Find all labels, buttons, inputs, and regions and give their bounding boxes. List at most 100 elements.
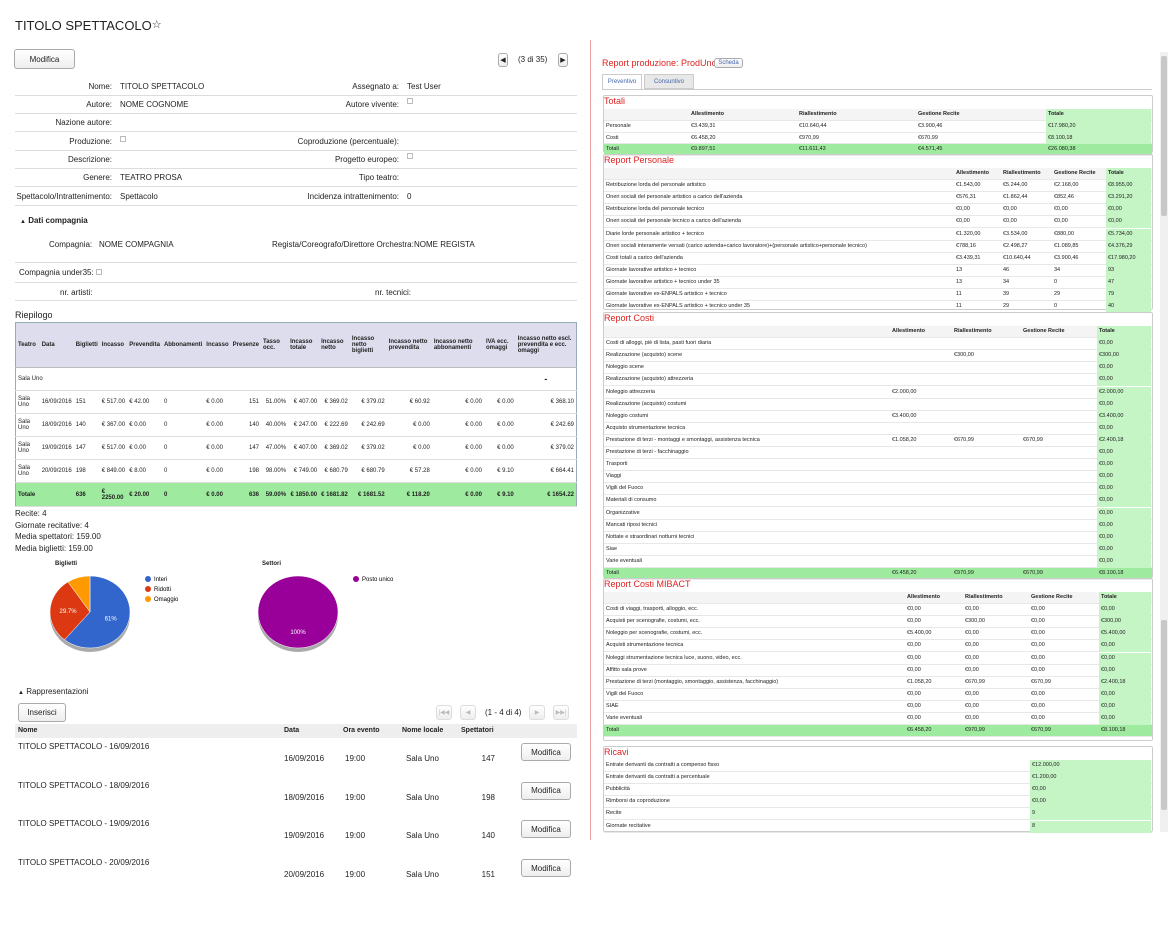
scrollbar-thumb[interactable] (1161, 56, 1167, 216)
table-cell: €0,00 (1031, 702, 1045, 709)
table-cell: 98.00% (261, 459, 289, 483)
group-row: Sala Uno - (15, 367, 577, 391)
modifica-button[interactable]: Modifica (14, 49, 75, 69)
table-cell: €10.640,44 (799, 122, 827, 129)
total-cell: € 0.00 (431, 482, 484, 507)
table-row (604, 520, 1152, 532)
rappr-locale: Sala Uno (406, 870, 439, 880)
tab-consuntivo[interactable]: Consuntivo (644, 74, 694, 89)
table-cell: Oneri sociali interamente versati (caric… (606, 242, 867, 249)
table-cell: 0 (1054, 303, 1058, 310)
legend-label[interactable]: Omaggio (154, 597, 179, 603)
tab-preventivo[interactable]: Preventivo (602, 74, 642, 89)
total-row (604, 568, 1152, 581)
col-header: Riallestimento (954, 328, 992, 334)
total-cell-bg (1099, 616, 1151, 629)
tecnici-label: nr. tecnici: (375, 288, 412, 297)
table-cell: Sala Uno (15, 390, 40, 414)
stat-line: Recite: 4 (15, 509, 47, 518)
table-row (604, 604, 1152, 617)
last-page-button[interactable]: ▶▶| (553, 705, 569, 720)
prev-page-button[interactable]: ◀ (460, 705, 476, 720)
table-cell: 79 (1108, 291, 1115, 297)
table-cell: €5.734,00 (1108, 230, 1133, 237)
under35-checkbox[interactable] (95, 269, 102, 275)
table-cell: €0,00 (1031, 606, 1045, 613)
legend-label[interactable]: Interi (154, 577, 167, 583)
prev-record-button[interactable]: ◀ (498, 53, 508, 67)
pie-slice[interactable] (64, 575, 131, 649)
table-cell: 93 (1108, 266, 1115, 273)
pie-label: 61% (105, 617, 118, 623)
rappr-modifica-button[interactable]: Modifica (521, 743, 571, 761)
ricavi-section (603, 746, 1153, 832)
pie-slice[interactable] (50, 581, 91, 641)
total-cell-bg (1030, 760, 1151, 773)
table-cell: €2.400,18 (1101, 678, 1126, 685)
table-row (604, 399, 1152, 411)
legend-label[interactable]: Ridotti (154, 587, 171, 593)
col-header: Incasso totale (288, 322, 320, 368)
pie-slice[interactable] (67, 575, 91, 613)
table-cell: Noleggio scene (606, 364, 644, 371)
table-row (604, 192, 1152, 205)
table-cell: Realizzazione (acquisto) costumi (606, 400, 687, 407)
table-cell: € 0.00 (431, 413, 484, 437)
table-cell: Personale (606, 122, 631, 129)
inserisci-button[interactable]: Inserisci (18, 703, 66, 722)
pie-slice[interactable] (258, 575, 339, 649)
table-cell: 140 (230, 413, 261, 437)
table-cell: €0,00 (1031, 715, 1045, 721)
dati-compagnia-title: Dati compagnia (28, 216, 88, 225)
table-cell: 19/09/2016 (39, 436, 74, 460)
table-cell: €4.571,45 (918, 146, 943, 153)
col-header: Riallestimento (965, 594, 1003, 600)
col-header: Incasso netto prevendita (386, 322, 432, 368)
total-cell-bg (1099, 640, 1151, 653)
table-cell: € 60.92 (386, 390, 432, 414)
scheda-button[interactable]: Scheda (714, 58, 743, 68)
total-cell-bg (1106, 168, 1151, 181)
table-cell: Noleggio per scenografie, costumi, ecc. (606, 630, 703, 637)
checkbox[interactable] (120, 136, 126, 142)
table-cell: € 368.10 (515, 390, 577, 414)
mibact-section (603, 578, 1153, 741)
table-cell: 39 (1003, 291, 1010, 297)
stat-line: Giornate recitative: 4 (15, 520, 89, 530)
legend-label[interactable]: Posto unico (362, 577, 394, 583)
next-record-button[interactable]: ▶ (558, 53, 568, 67)
rappresentazioni-header[interactable]: ▲ Rappresentazioni (18, 687, 88, 696)
table-row (604, 772, 1152, 785)
field-divider (15, 113, 577, 114)
table-row (604, 808, 1152, 821)
rappr-modifica-button[interactable]: Modifica (521, 820, 571, 839)
table-cell: €3.900,46 (918, 122, 943, 129)
table-cell: €5.244,00 (1003, 182, 1028, 189)
dati-compagnia-header[interactable]: ▲ Dati compagnia (20, 216, 88, 225)
scrollbar-thumb-lower[interactable] (1161, 620, 1167, 810)
table-cell: Vigili del Fuoco (606, 485, 644, 492)
table-cell: € 0.00 (127, 413, 162, 437)
table-cell: €0,00 (1099, 497, 1113, 504)
rappr-modifica-button[interactable]: Modifica (521, 859, 571, 878)
totali-title: Totali (604, 96, 626, 106)
table-cell: €2.000,00 (892, 388, 917, 395)
total-cell-bg (1097, 434, 1151, 447)
checkbox[interactable] (407, 153, 413, 159)
table-cell: € 247.00 (288, 413, 320, 437)
group-collapse-mark[interactable]: - (515, 367, 577, 391)
field-value: TEATRO PROSA (120, 173, 183, 182)
total-cell: 59.00% (261, 482, 289, 507)
total-cell-bg (1097, 447, 1151, 460)
rappr-modifica-button[interactable]: Modifica (521, 781, 571, 800)
first-page-button[interactable]: |◀◀ (436, 705, 452, 720)
table-row (604, 556, 1152, 568)
table-cell: Giornate lavorative ex-ENPALS artistico … (606, 303, 751, 310)
col-header: Incasso netto (319, 322, 350, 368)
next-page-button[interactable]: ▶ (529, 705, 545, 720)
favorite-star-icon[interactable]: ☆ (151, 19, 162, 31)
scrollbar-track[interactable] (1160, 52, 1168, 832)
page-title: TITOLO SPETTACOLO☆ (15, 18, 162, 33)
checkbox[interactable] (407, 98, 413, 104)
